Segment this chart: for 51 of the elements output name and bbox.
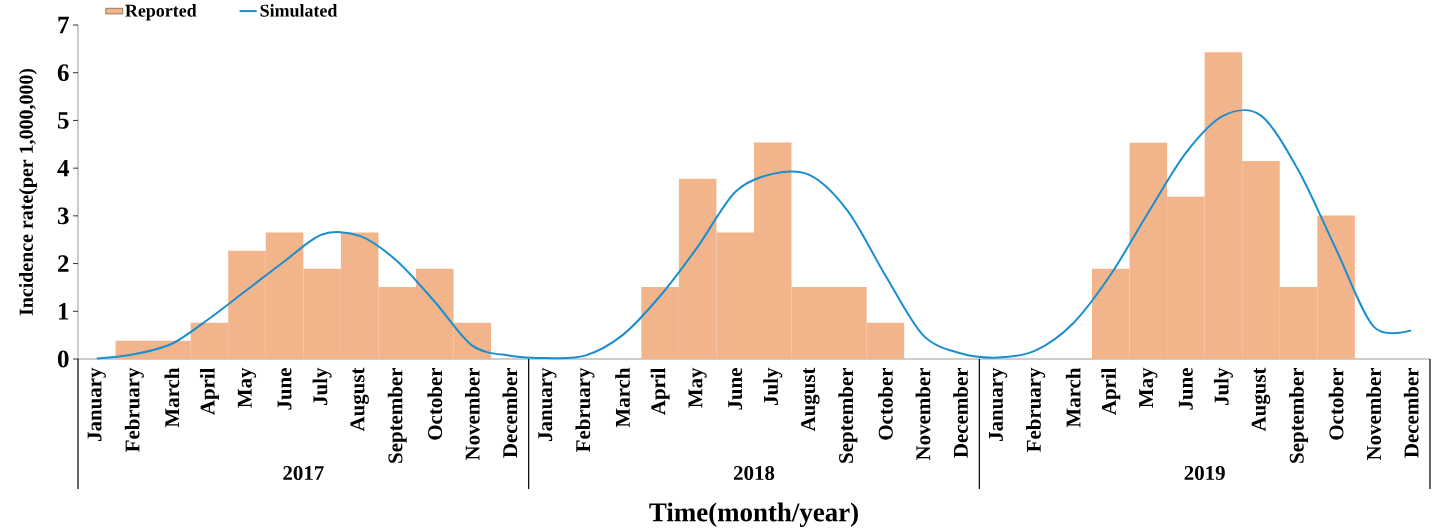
x-tick-label: May [688, 367, 707, 408]
x-tick-label: October [1328, 367, 1344, 440]
x-tick-label: July [763, 367, 783, 405]
y-tick-label: 6 [57, 64, 69, 82]
x-tick-label: April [650, 367, 670, 415]
y-tick-label: 7 [58, 16, 69, 34]
legend-label: Reported [125, 4, 197, 21]
x-tick-label: December [502, 367, 518, 458]
x-tick-label: September [838, 367, 858, 463]
x-tick-label: June [1178, 368, 1193, 410]
y-tick-label: 3 [57, 207, 69, 225]
x-tick-label: September [387, 367, 407, 463]
text: 2017 [283, 465, 324, 481]
x-axis-title: Time(month/year) [649, 502, 858, 527]
x-tick-label: June [277, 368, 292, 410]
x-tick-label: January [87, 367, 106, 441]
x-tick-label: February [575, 367, 595, 452]
x-tick-label: December [953, 367, 968, 458]
x-tick-label: July [312, 367, 332, 405]
x-tick-label: January [538, 367, 557, 441]
y-tick-label: 0 [57, 350, 69, 368]
x-tick-label: November [915, 367, 931, 461]
x-tick-label: March [615, 367, 630, 428]
x-tick-label: November [464, 367, 480, 461]
x-tick-label: May [237, 367, 257, 408]
y-tick-label: 5 [58, 112, 69, 129]
x-tick-label: May [1139, 367, 1158, 408]
x-tick-label: September [1289, 367, 1309, 463]
x-tick-label: October [427, 367, 443, 440]
x-tick-label: January [988, 367, 1008, 441]
x-tick-label: April [1101, 367, 1121, 415]
x-tick-label: March [1065, 367, 1081, 428]
x-tick-label: April [199, 367, 219, 415]
x-tick-label: December [1403, 367, 1419, 458]
x-tick-label: August [350, 367, 369, 432]
legend-label: Simulated [260, 4, 338, 17]
x-tick-label: August [1251, 367, 1271, 432]
text: 2018 [733, 465, 775, 481]
x-tick-label: October [878, 367, 893, 440]
x-tick-label: November [1366, 367, 1382, 461]
y-axis-title: Incidence rate(per 1,000,000) [18, 68, 37, 316]
x-tick-label: February [124, 367, 144, 452]
x-tick-label: July [1213, 367, 1233, 405]
y-tick-label: 4 [57, 159, 70, 177]
x-tick-label: August [801, 367, 820, 432]
x-tick-label: February [1026, 367, 1046, 452]
y-tick-label: 1 [59, 303, 69, 320]
text: 2019 [1184, 465, 1225, 481]
x-tick-label: June [728, 368, 743, 410]
y-tick-label: 2 [58, 255, 69, 272]
x-tick-label: March [164, 367, 180, 428]
